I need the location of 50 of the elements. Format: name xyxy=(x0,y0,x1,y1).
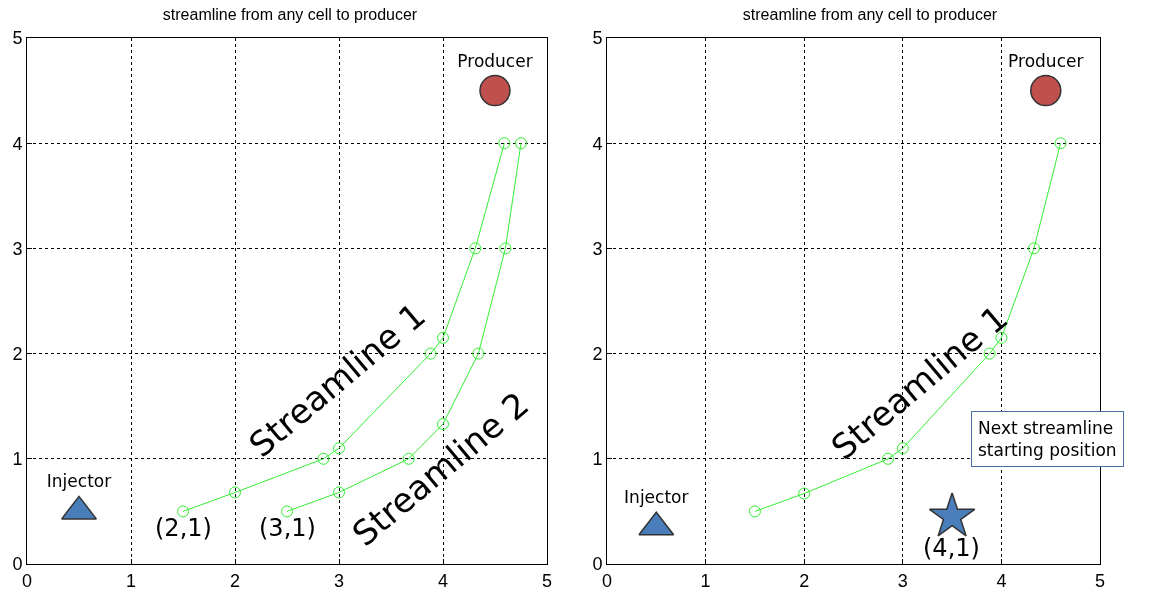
x-tick-label: 5 xyxy=(541,570,553,591)
y-tick-label: 3 xyxy=(12,238,23,259)
chart-title: streamline from any cell to producer xyxy=(742,6,998,24)
y-tick-label: 5 xyxy=(12,28,23,49)
x-tick-label: 2 xyxy=(229,570,241,591)
point xyxy=(928,492,976,537)
annotation: (4,1) xyxy=(923,534,980,562)
x-tick-label: 2 xyxy=(799,570,810,591)
point xyxy=(1030,74,1062,107)
y-tick-label: 5 xyxy=(592,28,603,49)
point xyxy=(748,505,761,518)
x-tick-label: 1 xyxy=(125,570,137,591)
x-tick-label: 4 xyxy=(437,570,449,591)
point xyxy=(498,137,511,150)
y-tick-label: 0 xyxy=(592,554,603,575)
x-tick-label: 1 xyxy=(700,570,711,591)
series-label: Producer xyxy=(457,50,533,71)
y-tick-label: 4 xyxy=(12,133,23,154)
y-tick-label: 4 xyxy=(592,133,603,154)
point xyxy=(983,347,996,360)
series-label: Injector xyxy=(46,471,112,492)
point xyxy=(281,505,293,518)
chart-title: streamline from any cell to producer xyxy=(162,6,418,24)
point xyxy=(798,487,811,500)
y-tick-label: 1 xyxy=(592,449,603,470)
point xyxy=(499,242,512,255)
point xyxy=(424,347,437,360)
point xyxy=(515,137,527,150)
y-tick-label: 0 xyxy=(12,554,23,575)
point xyxy=(177,505,189,518)
y-tick-label: 2 xyxy=(592,343,603,364)
point xyxy=(333,486,345,499)
annotation: (3,1) xyxy=(259,514,316,542)
point xyxy=(1027,242,1040,255)
x-tick-label: 5 xyxy=(1094,570,1106,591)
x-tick-label: 3 xyxy=(897,570,908,591)
x-tick-label: 3 xyxy=(333,570,345,591)
point xyxy=(469,242,482,255)
point xyxy=(229,486,241,499)
y-tick-label: 1 xyxy=(12,449,23,470)
point xyxy=(1054,137,1067,150)
y-tick-label: 3 xyxy=(592,238,603,259)
point xyxy=(479,74,511,107)
annotation: (2,1) xyxy=(155,514,212,542)
point xyxy=(437,331,449,344)
point xyxy=(472,347,485,360)
y-tick-label: 2 xyxy=(12,343,23,364)
series-label: Producer xyxy=(1008,50,1084,71)
series-label: Injector xyxy=(624,487,689,508)
x-tick-label: 4 xyxy=(996,570,1007,591)
